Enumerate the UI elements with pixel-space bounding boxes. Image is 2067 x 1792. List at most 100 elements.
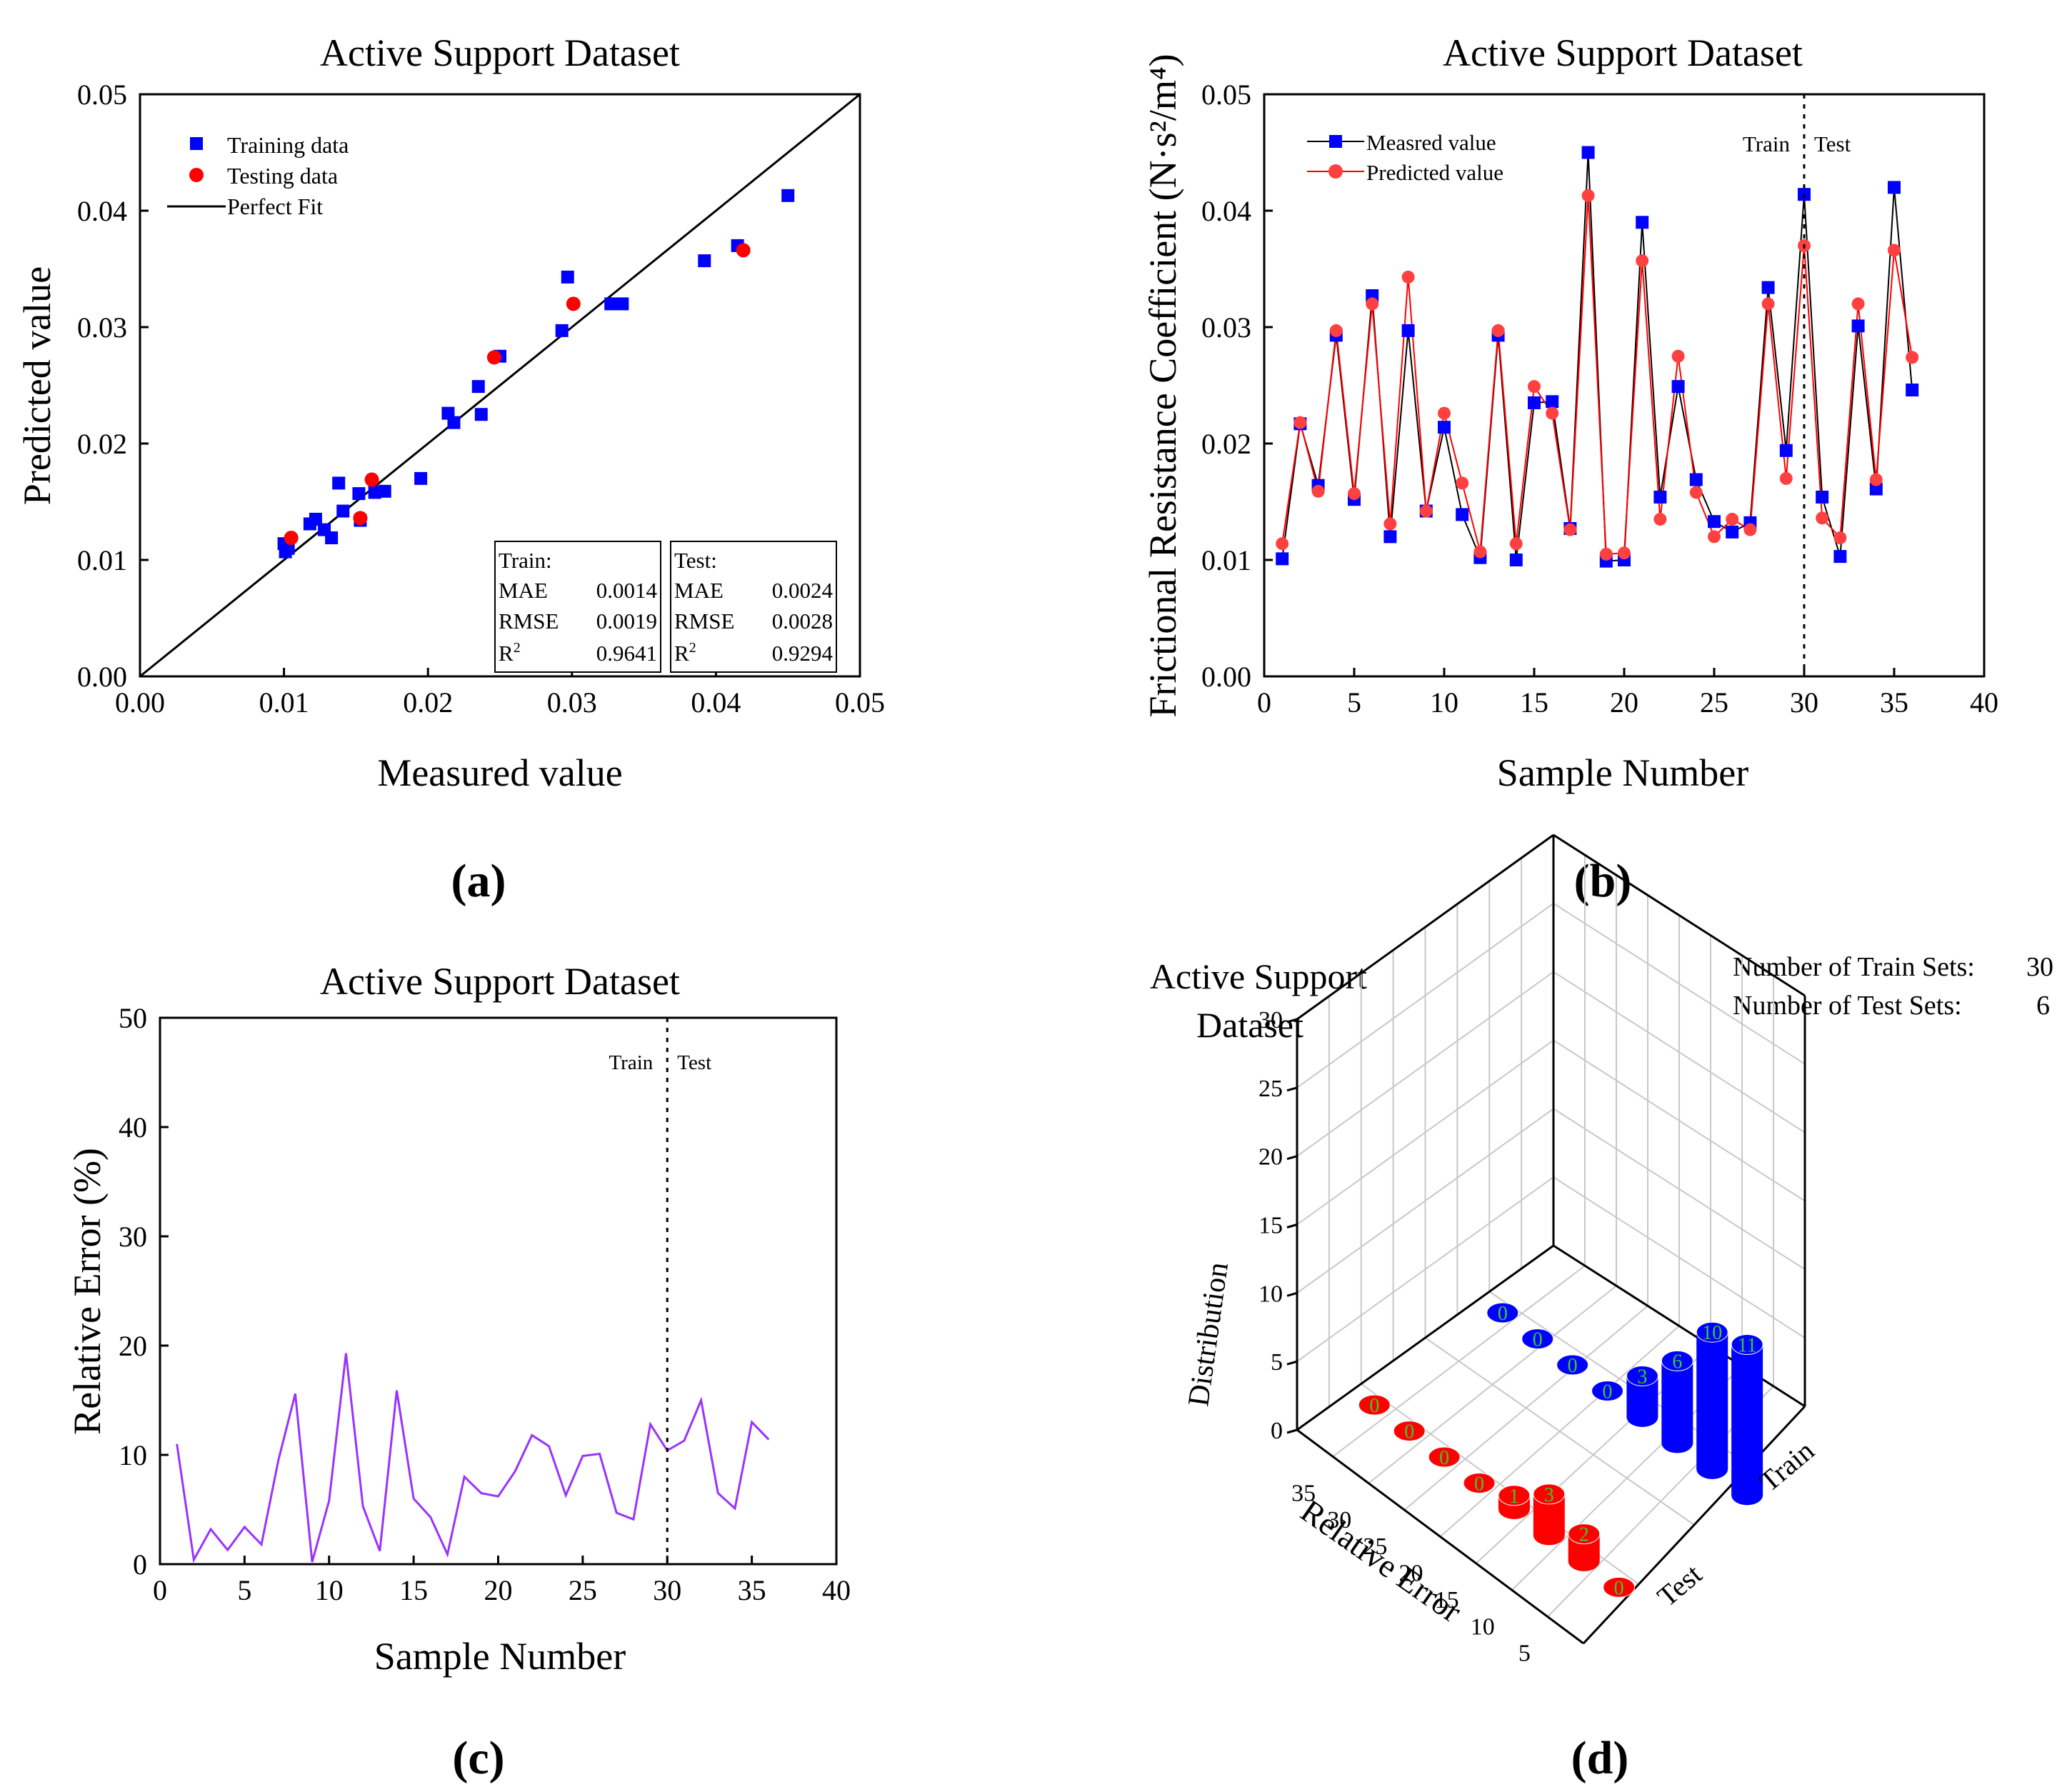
panel-b-xtick-label: 0 <box>1257 686 1271 719</box>
measured-point <box>1581 146 1595 159</box>
panel-b-xtick-label: 25 <box>1700 686 1728 719</box>
testing-point <box>353 511 368 526</box>
predicted-point <box>1366 297 1379 311</box>
panel-a-xtick-label: 0.02 <box>403 686 453 719</box>
predicted-point <box>1383 517 1397 531</box>
training-point <box>561 270 574 284</box>
predicted-point <box>1293 416 1307 429</box>
train-bar-top <box>1521 1328 1554 1350</box>
train-bar-label: 10 <box>1702 1322 1722 1344</box>
predicted-point <box>1708 530 1721 544</box>
predicted-point <box>1618 546 1631 560</box>
panel-c-ytick-label: 10 <box>119 1439 147 1471</box>
panel-b-ylabel: Frictional Resistance Coefficient (N·s²/… <box>1141 54 1184 717</box>
floor-grid-line <box>1424 1337 1695 1526</box>
predicted-point <box>1779 471 1793 485</box>
measured-point <box>1276 552 1289 566</box>
training-point <box>352 487 366 501</box>
panel-c-xtick-label: 15 <box>399 1574 428 1606</box>
train-bar-top <box>1731 1334 1763 1356</box>
legend-label-training: Training data <box>227 132 349 158</box>
legend-marker-measured <box>1329 135 1342 148</box>
measured-point <box>1906 384 1919 397</box>
training-point <box>368 486 381 499</box>
measured-point <box>1708 515 1721 529</box>
measured-point <box>1888 181 1901 194</box>
train-bar-top <box>1591 1381 1624 1402</box>
predicted-point <box>1833 531 1847 545</box>
test-bar-top <box>1428 1446 1461 1468</box>
panel-c-xtick-label: 30 <box>653 1574 681 1606</box>
box-edge <box>1582 1405 1806 1645</box>
panel-a-scatter: Active Support Dataset 0.00 0.01 0.02 0.03 0… <box>16 31 885 907</box>
predicted-point <box>1311 484 1325 498</box>
train-bar-body <box>1731 1344 1763 1496</box>
predicted-point <box>1689 486 1703 499</box>
train-bar-label: 11 <box>1738 1335 1757 1357</box>
testing-point <box>486 350 501 365</box>
measured-point <box>1869 482 1883 496</box>
box-edge <box>1296 1244 1554 1431</box>
panel-b-caption: (b) <box>1574 855 1632 907</box>
legend-label-perfect-fit: Perfect Fit <box>227 194 323 219</box>
train-bar-base <box>1626 1406 1658 1427</box>
train-bar-label: 3 <box>1637 1366 1647 1388</box>
z-tick <box>1286 1291 1298 1297</box>
train-bar-label: 0 <box>1498 1303 1508 1325</box>
predicted-point <box>1438 406 1451 420</box>
split-label-test: Test <box>1814 131 1851 156</box>
panel-b-xtick-label: 10 <box>1430 686 1458 719</box>
testing-point <box>364 472 379 487</box>
test-bar-label: 2 <box>1579 1524 1589 1546</box>
panel-a-ytick-label: 0.02 <box>77 428 127 460</box>
train-bar-label: 6 <box>1672 1351 1682 1373</box>
predicted-point <box>1816 511 1829 525</box>
measured-point <box>1383 530 1397 544</box>
train-rmse-value: 0.0019 <box>596 609 657 634</box>
panel-c-ytick-label: 30 <box>119 1221 147 1253</box>
box-edge <box>1553 834 1806 997</box>
predicted-point <box>1888 244 1901 257</box>
predicted-point <box>1653 512 1667 526</box>
testing-point <box>566 296 581 311</box>
z-tick-label: 0 <box>1271 1418 1283 1444</box>
measured-point <box>1653 490 1667 504</box>
predicted-point <box>1546 406 1559 420</box>
legend-marker-testing <box>189 168 204 182</box>
training-point <box>555 324 569 337</box>
panel-d-caption: (d) <box>1571 1732 1629 1784</box>
panel-d-axis-test: Test <box>1651 1558 1708 1613</box>
panel-a-xtick-label: 0.00 <box>115 686 165 719</box>
predicted-point <box>1599 547 1613 561</box>
predicted-point <box>1851 297 1865 311</box>
predicted-series-line <box>1281 195 1913 555</box>
z-tick-label: 30 <box>1258 1007 1283 1033</box>
measured-point <box>1851 319 1865 333</box>
train-bar-label: 0 <box>1603 1381 1613 1403</box>
panel-c-ytick-label: 50 <box>119 1002 147 1034</box>
measured-point <box>1636 216 1649 229</box>
panel-b-xtick-label: 20 <box>1610 686 1638 719</box>
panel-b-ytick-label: 0.00 <box>1201 661 1251 693</box>
x-tick-label: 20 <box>1399 1561 1423 1587</box>
panel-b-xtick-label: 30 <box>1790 686 1818 719</box>
panel-a-caption: (a) <box>451 855 506 907</box>
test-bar-base <box>1568 1551 1600 1571</box>
predicted-point <box>1761 297 1775 311</box>
training-point <box>332 476 346 490</box>
panel-d-axis-train: Train <box>1753 1434 1820 1498</box>
panel-a-xtick-label: 0.03 <box>547 686 597 719</box>
measured-point <box>1671 380 1685 394</box>
predicted-point <box>1671 349 1685 363</box>
panel-b-ytick-label: 0.05 <box>1201 79 1251 111</box>
split-label-test: Test <box>677 1051 711 1074</box>
panel-c-ytick-label: 40 <box>119 1111 147 1143</box>
test-bar-label: 3 <box>1544 1484 1554 1506</box>
test-bar-label: 0 <box>1404 1421 1414 1443</box>
panel-c-line: Active Support Dataset 0 5 10 15 20 25 30 35 40 0… <box>66 960 851 1784</box>
test-bar-base <box>1533 1525 1565 1546</box>
train-bar-label: 0 <box>1533 1329 1543 1351</box>
train-mae-label: MAE <box>499 578 548 603</box>
panel-c-xtick-label: 35 <box>738 1574 766 1606</box>
